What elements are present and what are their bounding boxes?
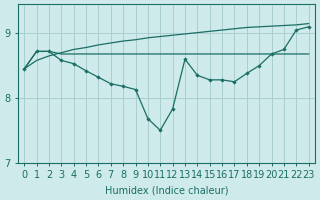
X-axis label: Humidex (Indice chaleur): Humidex (Indice chaleur) (105, 186, 228, 196)
